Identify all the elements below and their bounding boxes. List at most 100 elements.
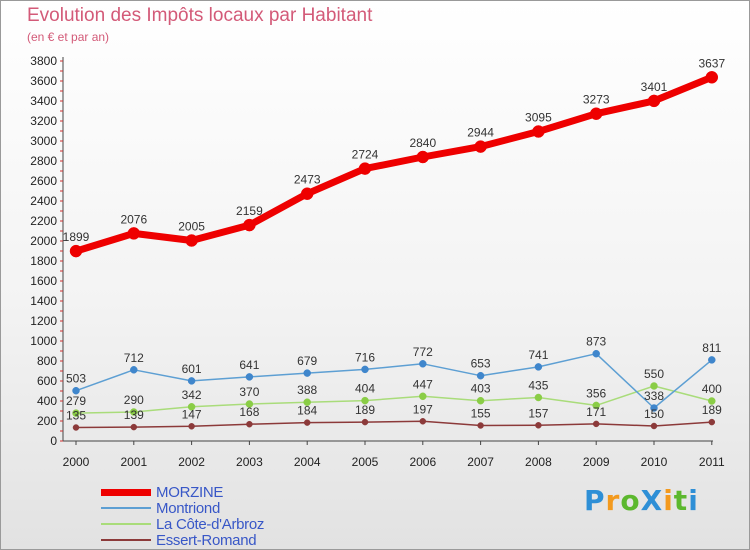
data-point-morzine	[589, 107, 603, 120]
data-label-essert-romand: 150	[644, 407, 664, 421]
data-point-montriond	[650, 404, 658, 412]
data-label-essert-romand: 189	[702, 403, 722, 417]
data-point-montriond	[130, 366, 138, 374]
data-label-morzine: 3637	[698, 56, 725, 70]
data-label-essert-romand: 147	[182, 407, 202, 421]
data-label-essert-romand: 139	[124, 408, 144, 422]
data-point-la-cote-d-arbroz	[419, 392, 427, 401]
series-lines	[69, 71, 719, 431]
y-tick-label: 3400	[30, 94, 57, 108]
data-point-morzine	[69, 244, 83, 258]
data-point-essert-romand	[477, 422, 484, 429]
data-point-essert-romand	[72, 424, 80, 431]
data-label-la-cote-d-arbroz: 342	[182, 388, 202, 402]
y-tick-label: 2800	[30, 154, 57, 168]
y-tick-label: 3200	[30, 114, 57, 128]
data-point-la-cote-d-arbroz	[534, 393, 543, 402]
data-point-essert-romand	[246, 420, 253, 428]
data-label-la-cote-d-arbroz: 550	[644, 367, 664, 381]
y-tick-label: 600	[37, 374, 57, 388]
data-point-essert-romand	[419, 418, 427, 425]
data-point-montriond	[476, 371, 485, 380]
y-tick-label: 3000	[30, 134, 57, 148]
logo-letter: r	[605, 484, 621, 517]
legend-label-morzine: MORZINE	[156, 484, 224, 501]
data-point-morzine	[474, 140, 487, 153]
chart-title: Evolution des Impôts locaux par Habitant	[27, 5, 373, 26]
data-point-morzine	[705, 71, 719, 84]
data-point-essert-romand	[535, 422, 542, 429]
data-label-essert-romand: 168	[239, 405, 259, 419]
data-label-morzine: 3273	[583, 93, 610, 107]
series-line-montriond	[75, 352, 713, 409]
data-label-montriond: 679	[297, 354, 317, 368]
data-point-montriond	[245, 373, 254, 381]
data-label-montriond: 873	[586, 335, 606, 349]
data-point-la-cote-d-arbroz	[72, 409, 80, 417]
logo-letter: i	[688, 484, 699, 517]
data-label-essert-romand: 197	[413, 402, 433, 416]
y-tick-label: 2600	[30, 174, 57, 188]
data-label-morzine: 2944	[467, 126, 494, 140]
y-tick-label: 2400	[30, 194, 57, 208]
y-tick-label: 1000	[30, 334, 57, 348]
y-tick-label: 0	[50, 434, 57, 448]
data-label-essert-romand: 184	[297, 404, 317, 418]
axes: 0 200 400 600 800 1000 1200 1400 1600 1800 2000 220…	[30, 54, 725, 469]
x-tick-label: 2002	[178, 455, 205, 469]
data-point-morzine	[127, 227, 141, 240]
series-line-essert-romand	[75, 420, 713, 429]
data-label-montriond: 338	[644, 389, 664, 403]
x-tick-label: 2001	[120, 455, 147, 469]
y-tick-label: 400	[37, 394, 57, 408]
y-tick-label: 1400	[30, 294, 57, 308]
data-point-essert-romand	[592, 420, 600, 428]
legend-swatch-morzine	[101, 489, 151, 496]
legend-swatch-la-cote-d-arbroz	[101, 523, 151, 525]
data-label-montriond: 641	[239, 358, 259, 372]
data-label-morzine: 2005	[178, 220, 205, 234]
chart-subtitle: (en € et par an)	[27, 30, 110, 44]
data-label-la-cote-d-arbroz: 400	[702, 382, 722, 396]
logo-letter: t	[673, 484, 689, 517]
y-tick-label: 1600	[30, 274, 57, 288]
data-point-morzine	[185, 234, 198, 247]
legend-label-la-cote-d-arbroz: La Côte-d'Arbroz	[156, 516, 265, 533]
data-point-morzine	[300, 187, 314, 200]
data-label-montriond: 712	[124, 351, 144, 365]
data-point-morzine	[532, 125, 545, 138]
data-point-morzine	[358, 162, 372, 175]
x-tick-label: 2011	[699, 455, 725, 469]
data-label-montriond: 601	[182, 362, 202, 376]
logo-letter: X	[640, 484, 664, 517]
x-tick-label: 2010	[641, 455, 668, 469]
x-tick-label: 2004	[294, 455, 321, 469]
data-point-essert-romand	[130, 423, 138, 431]
y-tick-label: 1200	[30, 314, 57, 328]
data-point-morzine	[647, 94, 661, 108]
data-label-la-cote-d-arbroz: 290	[124, 393, 144, 407]
data-point-essert-romand	[188, 423, 195, 430]
data-point-la-cote-d-arbroz	[708, 397, 716, 405]
data-point-montriond	[592, 349, 600, 358]
data-label-la-cote-d-arbroz: 435	[528, 379, 548, 393]
data-label-morzine: 3401	[641, 80, 668, 94]
y-tick-label: 2000	[30, 234, 57, 248]
data-label-la-cote-d-arbroz: 370	[239, 385, 259, 399]
y-tick-label: 2200	[30, 214, 57, 228]
x-tick-label: 2008	[525, 455, 552, 469]
data-point-la-cote-d-arbroz	[303, 398, 311, 406]
data-point-montriond	[534, 363, 543, 371]
data-label-montriond: 653	[471, 357, 491, 371]
data-point-montriond	[361, 365, 369, 374]
y-tick-label: 200	[37, 414, 57, 428]
data-point-montriond	[187, 377, 196, 385]
x-tick-label: 2005	[352, 455, 379, 469]
data-point-la-cote-d-arbroz	[187, 403, 196, 411]
data-point-essert-romand	[303, 419, 311, 426]
data-point-la-cote-d-arbroz	[361, 396, 369, 405]
y-tick-label: 1800	[30, 254, 57, 268]
data-label-morzine: 2724	[352, 148, 379, 162]
